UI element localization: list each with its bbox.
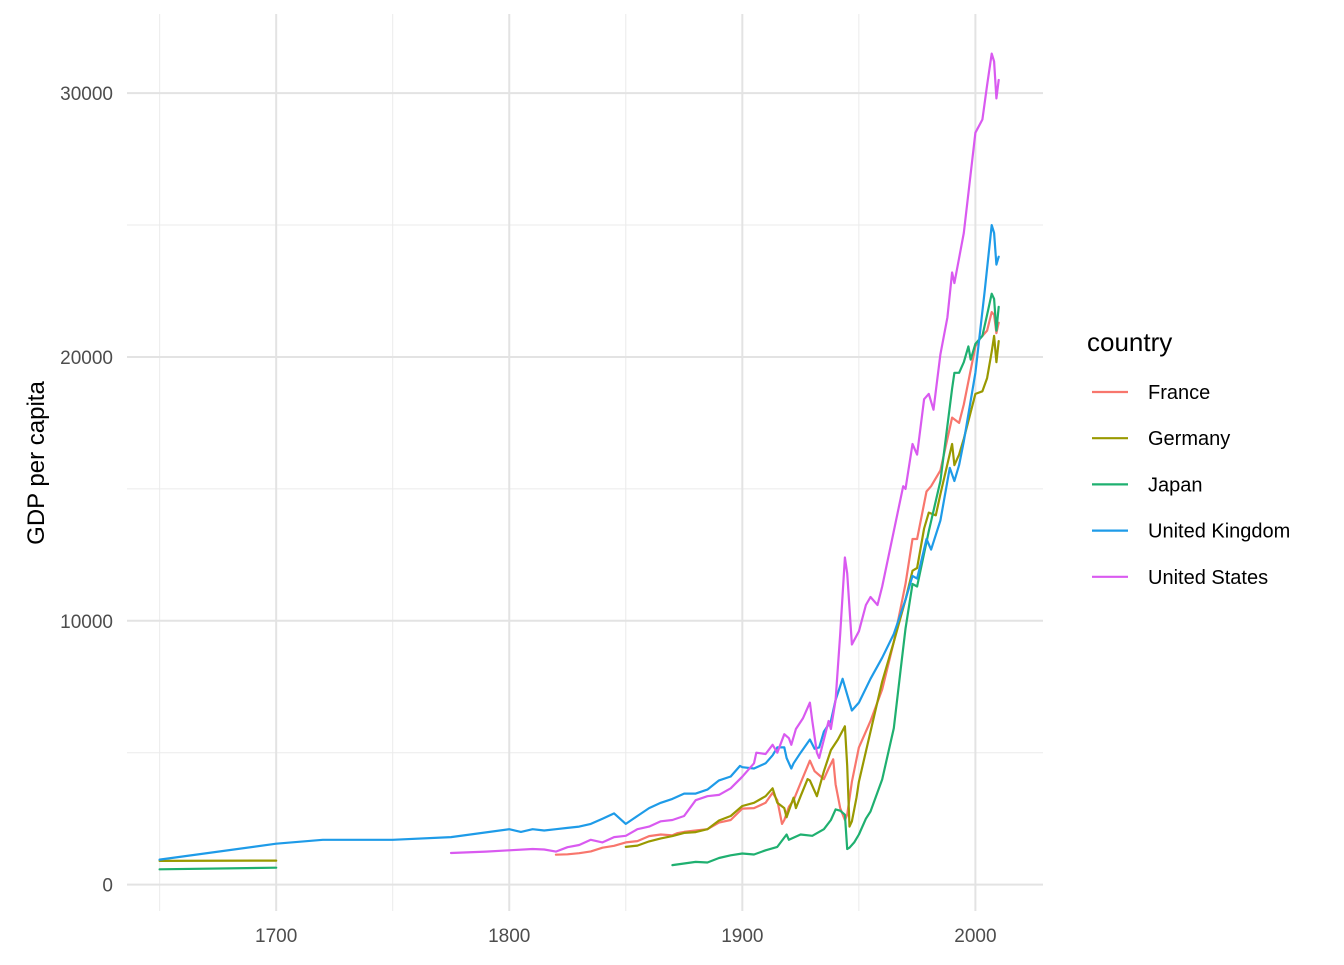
series-line-france: [556, 312, 999, 855]
x-tick-label: 1700: [255, 926, 297, 947]
series-layer: [160, 54, 999, 870]
y-tick-label: 0: [102, 876, 113, 897]
grid-layer: [127, 14, 1043, 911]
y-tick-label: 30000: [60, 84, 113, 105]
legend: country France Germany Japan United Kingdom…: [1087, 327, 1290, 589]
series-line-germany: [626, 336, 999, 847]
y-tick-label: 10000: [60, 612, 113, 633]
legend-items: France Germany Japan United Kingdom United S…: [1092, 382, 1290, 589]
x-tick-label: 2000: [954, 926, 996, 947]
series-line-united-kingdom: [160, 225, 999, 860]
legend-label-france: France: [1148, 382, 1210, 404]
series-line-japan: [160, 868, 277, 870]
x-tick-labels: 1700 1800 1900 2000: [255, 926, 997, 947]
y-tick-labels: 0 10000 20000 30000: [60, 84, 113, 896]
legend-label-japan: Japan: [1148, 474, 1203, 496]
y-tick-label: 20000: [60, 348, 113, 369]
legend-label-united-states: United States: [1148, 567, 1268, 589]
series-line-united-states: [451, 54, 999, 853]
legend-title: country: [1087, 327, 1172, 357]
legend-label-united-kingdom: United Kingdom: [1148, 521, 1290, 543]
y-axis-title: GDP per capita: [23, 381, 50, 545]
legend-label-germany: Germany: [1148, 428, 1230, 450]
x-tick-label: 1800: [488, 926, 530, 947]
x-tick-label: 1900: [721, 926, 763, 947]
